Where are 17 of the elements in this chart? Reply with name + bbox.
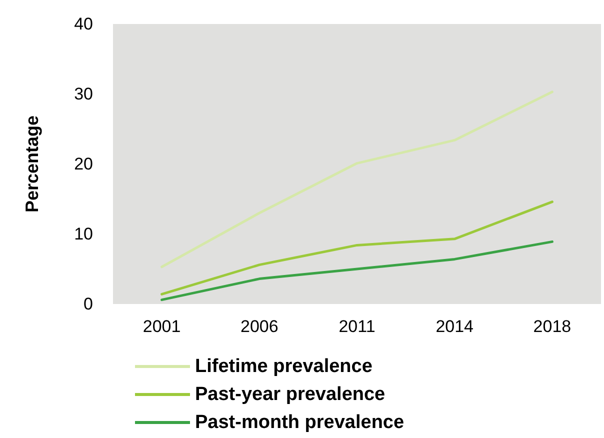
legend-label: Past-year prevalence — [195, 384, 386, 405]
x-tick-label: 2018 — [533, 317, 572, 336]
x-tick-label: 2014 — [436, 317, 474, 336]
x-tick-label: 2006 — [240, 317, 278, 336]
x-tick-label: 2001 — [142, 317, 181, 336]
y-tick-label: 0 — [84, 294, 93, 314]
legend-label: Past-month prevalence — [195, 412, 404, 433]
line-series — [160, 90, 554, 268]
line-series — [160, 240, 554, 302]
y-tick-label: 30 — [74, 84, 93, 104]
y-axis-title: Percentage — [22, 115, 42, 213]
line-series — [160, 200, 554, 296]
y-tick-label: 40 — [74, 14, 93, 34]
y-tick-label: 10 — [74, 224, 93, 244]
x-tick-label: 2011 — [338, 317, 376, 336]
legend-label: Lifetime prevalence — [195, 356, 372, 377]
y-tick-label: 20 — [74, 154, 93, 174]
